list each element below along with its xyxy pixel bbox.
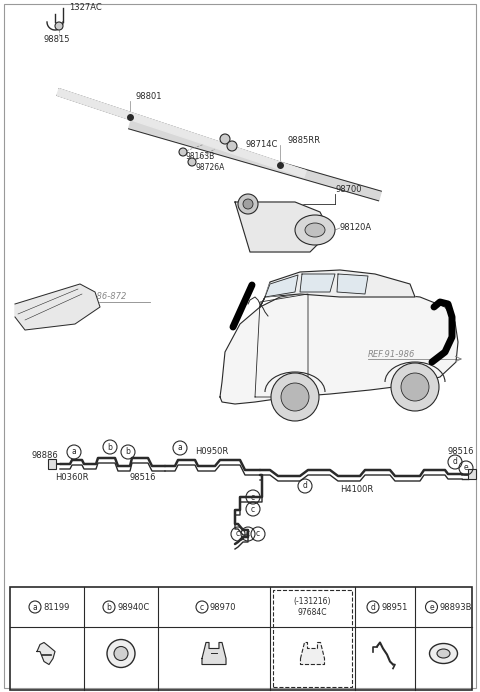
Ellipse shape — [437, 649, 450, 658]
Ellipse shape — [305, 223, 325, 237]
Text: e: e — [464, 464, 468, 473]
Text: c: c — [251, 504, 255, 513]
Polygon shape — [220, 292, 458, 404]
Text: c: c — [236, 529, 240, 538]
Circle shape — [401, 373, 429, 401]
Text: a: a — [178, 444, 182, 453]
Text: c: c — [246, 529, 250, 538]
Text: (-131216)
97684C: (-131216) 97684C — [294, 597, 331, 617]
Text: 98120A: 98120A — [340, 223, 372, 232]
Text: 98714C: 98714C — [245, 140, 277, 149]
Polygon shape — [202, 642, 226, 664]
Text: 98726A: 98726A — [195, 163, 224, 172]
Text: 98951: 98951 — [381, 603, 408, 612]
Text: 98940C: 98940C — [117, 603, 149, 612]
Polygon shape — [300, 642, 324, 664]
Circle shape — [114, 646, 128, 660]
Circle shape — [391, 363, 439, 411]
Text: 1327AC: 1327AC — [69, 3, 102, 12]
Text: 81199: 81199 — [43, 603, 70, 612]
Polygon shape — [265, 275, 298, 297]
Polygon shape — [235, 202, 330, 252]
Text: 98163B: 98163B — [185, 152, 214, 161]
Text: 98886: 98886 — [32, 451, 59, 460]
Circle shape — [281, 383, 309, 411]
Text: d: d — [302, 482, 307, 491]
Bar — [10, 587, 472, 690]
Circle shape — [220, 134, 230, 144]
Polygon shape — [300, 274, 335, 292]
Polygon shape — [57, 89, 306, 177]
Ellipse shape — [430, 644, 457, 664]
Text: H0360R: H0360R — [55, 473, 88, 482]
Polygon shape — [15, 284, 100, 330]
Text: 98700: 98700 — [335, 185, 361, 194]
Text: b: b — [126, 448, 131, 457]
Text: 98801: 98801 — [135, 92, 161, 101]
Ellipse shape — [295, 215, 335, 245]
Text: b: b — [108, 442, 112, 451]
Text: 98516: 98516 — [130, 473, 156, 482]
Bar — [468, 469, 476, 479]
Circle shape — [271, 373, 319, 421]
Circle shape — [243, 199, 253, 209]
Text: a: a — [72, 448, 76, 457]
Polygon shape — [337, 274, 368, 294]
Text: d: d — [453, 457, 457, 466]
Text: 98815: 98815 — [43, 35, 70, 44]
Text: c: c — [200, 603, 204, 612]
Polygon shape — [129, 119, 382, 201]
Text: 98893B: 98893B — [440, 603, 472, 612]
Text: H4100R: H4100R — [340, 485, 373, 494]
Bar — [48, 459, 56, 469]
Circle shape — [238, 194, 258, 214]
Text: REF.86-872: REF.86-872 — [80, 292, 127, 301]
Circle shape — [107, 639, 135, 668]
Text: 98516: 98516 — [448, 447, 475, 456]
Text: REF.91-986: REF.91-986 — [368, 350, 415, 359]
Text: 98970: 98970 — [210, 603, 237, 612]
Circle shape — [227, 141, 237, 151]
Text: H0950R: H0950R — [195, 447, 228, 456]
Circle shape — [188, 158, 196, 166]
Circle shape — [179, 148, 187, 156]
Bar — [273, 590, 352, 687]
Polygon shape — [260, 270, 415, 307]
Text: b: b — [107, 603, 111, 612]
Text: d: d — [371, 603, 375, 612]
Circle shape — [55, 22, 63, 30]
Text: c: c — [256, 529, 260, 538]
Polygon shape — [37, 642, 55, 664]
Text: c: c — [251, 493, 255, 502]
Text: e: e — [429, 603, 434, 612]
Text: 9885RR: 9885RR — [288, 136, 321, 145]
Text: a: a — [33, 603, 37, 612]
